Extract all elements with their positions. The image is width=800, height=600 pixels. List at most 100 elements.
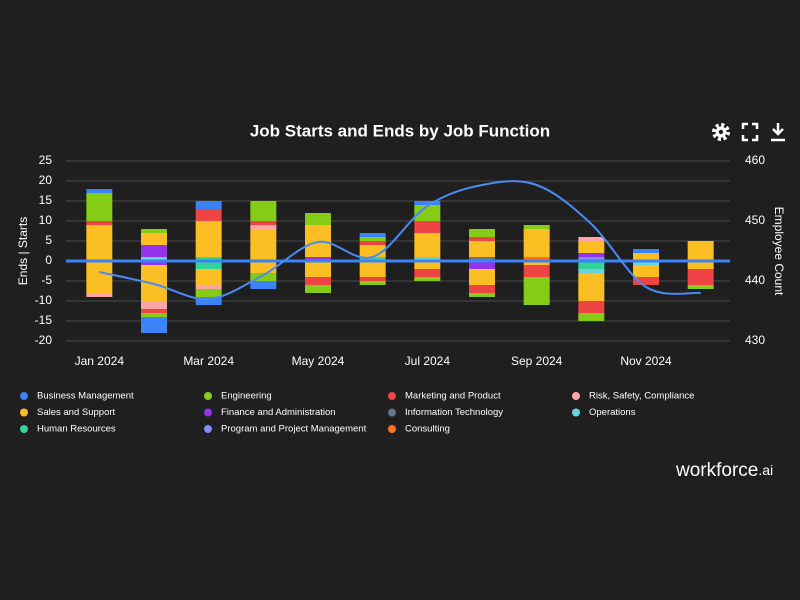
bar-segment <box>523 265 550 277</box>
bar-segment <box>359 233 386 237</box>
x-tick-label: Nov 2024 <box>620 354 672 368</box>
download-icon[interactable] <box>771 123 785 142</box>
bar-segment <box>414 201 441 205</box>
bar-segment <box>469 241 495 257</box>
bar-segment <box>523 225 550 229</box>
legend-marker <box>20 392 28 400</box>
y-tick-label: 10 <box>39 213 53 227</box>
bar-segment <box>86 189 113 193</box>
brand-logo: workforce.ai <box>675 460 773 481</box>
bar-segment <box>523 229 550 257</box>
bar-segment <box>414 257 441 261</box>
bar-segment <box>414 233 441 257</box>
bar-segment <box>578 241 605 253</box>
legend-label: Risk, Safety, Compliance <box>589 391 694 402</box>
legend-label: Finance and Administration <box>221 407 336 418</box>
bar-segment <box>578 261 605 269</box>
legend-marker <box>572 408 580 417</box>
legend-label: Consulting <box>405 424 450 435</box>
bar-segment <box>633 249 659 253</box>
legend-label: Information Technology <box>405 407 503 418</box>
bar-segment <box>86 293 113 297</box>
bar-segment <box>305 277 331 285</box>
bar-segment <box>578 269 605 273</box>
y-tick-label: 5 <box>45 233 52 247</box>
x-tick-label: Mar 2024 <box>183 354 234 368</box>
bar-segment <box>687 285 714 289</box>
bar-segment <box>141 313 167 317</box>
settings-icon[interactable] <box>712 123 730 141</box>
legend-marker <box>204 408 212 417</box>
brand-name: workforce <box>675 460 758 481</box>
legend-marker <box>204 425 212 433</box>
bar-segment <box>469 237 495 241</box>
bar-segment <box>523 277 550 305</box>
bar-segment <box>578 301 605 313</box>
bar-segment <box>359 261 386 277</box>
x-tick-label: Sep 2024 <box>511 354 563 368</box>
bar-segment <box>414 221 441 233</box>
bar-segment <box>633 261 659 265</box>
bar-segment <box>469 257 495 261</box>
legend-marker <box>388 425 396 433</box>
bar-segment <box>195 221 222 257</box>
y2-tick-label: 430 <box>745 333 765 347</box>
bar-segment <box>578 237 605 241</box>
bar-segment <box>195 285 222 289</box>
brand-suffix: .ai <box>758 462 773 478</box>
bar-segment <box>414 261 441 269</box>
bar-segment <box>195 289 222 297</box>
bar-segment <box>359 281 386 285</box>
bar-segment <box>195 209 222 221</box>
bar-segment <box>359 237 386 241</box>
legend-marker <box>20 408 28 417</box>
bar-segment <box>359 257 386 261</box>
bar-segment <box>633 265 659 277</box>
bar-segment <box>414 269 441 277</box>
y-tick-label: 20 <box>39 173 53 187</box>
bar-segment <box>195 269 222 285</box>
y-tick-label: -10 <box>35 293 53 307</box>
legend-marker <box>572 392 580 400</box>
bar-segment <box>687 261 714 269</box>
y-tick-label: 0 <box>45 253 52 267</box>
bar-segment <box>578 253 605 257</box>
bar-segment <box>687 241 714 261</box>
bar-segment <box>523 257 550 261</box>
fullscreen-icon[interactable] <box>741 122 759 142</box>
bar-segment <box>250 221 277 225</box>
bar-segment <box>141 257 167 261</box>
y-tick-label: 15 <box>39 193 53 207</box>
bar-segment <box>414 205 441 221</box>
legend-label: Engineering <box>221 391 272 402</box>
bar-segment <box>250 281 277 289</box>
bar-segment <box>414 277 441 281</box>
legend-marker <box>204 392 212 400</box>
y2-axis-label: Employee Count <box>772 207 786 296</box>
bar-segment <box>578 313 605 321</box>
bar-segment <box>250 273 277 281</box>
legend-label: Marketing and Product <box>405 391 501 402</box>
bar-segment <box>141 261 167 265</box>
y-tick-label: -15 <box>35 313 53 327</box>
bar-segment <box>195 261 222 269</box>
x-tick-label: Jul 2024 <box>405 354 451 368</box>
bar-segment <box>523 261 550 265</box>
x-tick-label: May 2024 <box>292 354 345 368</box>
chart-title: Job Starts and Ends by Job Function <box>250 121 550 140</box>
x-tick-label: Jan 2024 <box>75 354 125 368</box>
bar-segment <box>86 225 113 261</box>
bar-segment <box>633 253 659 261</box>
bar-segment <box>305 213 331 225</box>
bar-segment <box>305 257 331 261</box>
legend-label: Business Management <box>37 391 134 402</box>
legend-label: Program and Project Management <box>221 424 367 435</box>
bar-segment <box>86 261 113 293</box>
bar-segment <box>250 201 277 221</box>
bar-segment <box>250 261 277 273</box>
bar-segment <box>469 285 495 293</box>
bar-segment <box>359 277 386 281</box>
bar-segment <box>86 221 113 225</box>
legend-label: Sales and Support <box>37 407 116 418</box>
